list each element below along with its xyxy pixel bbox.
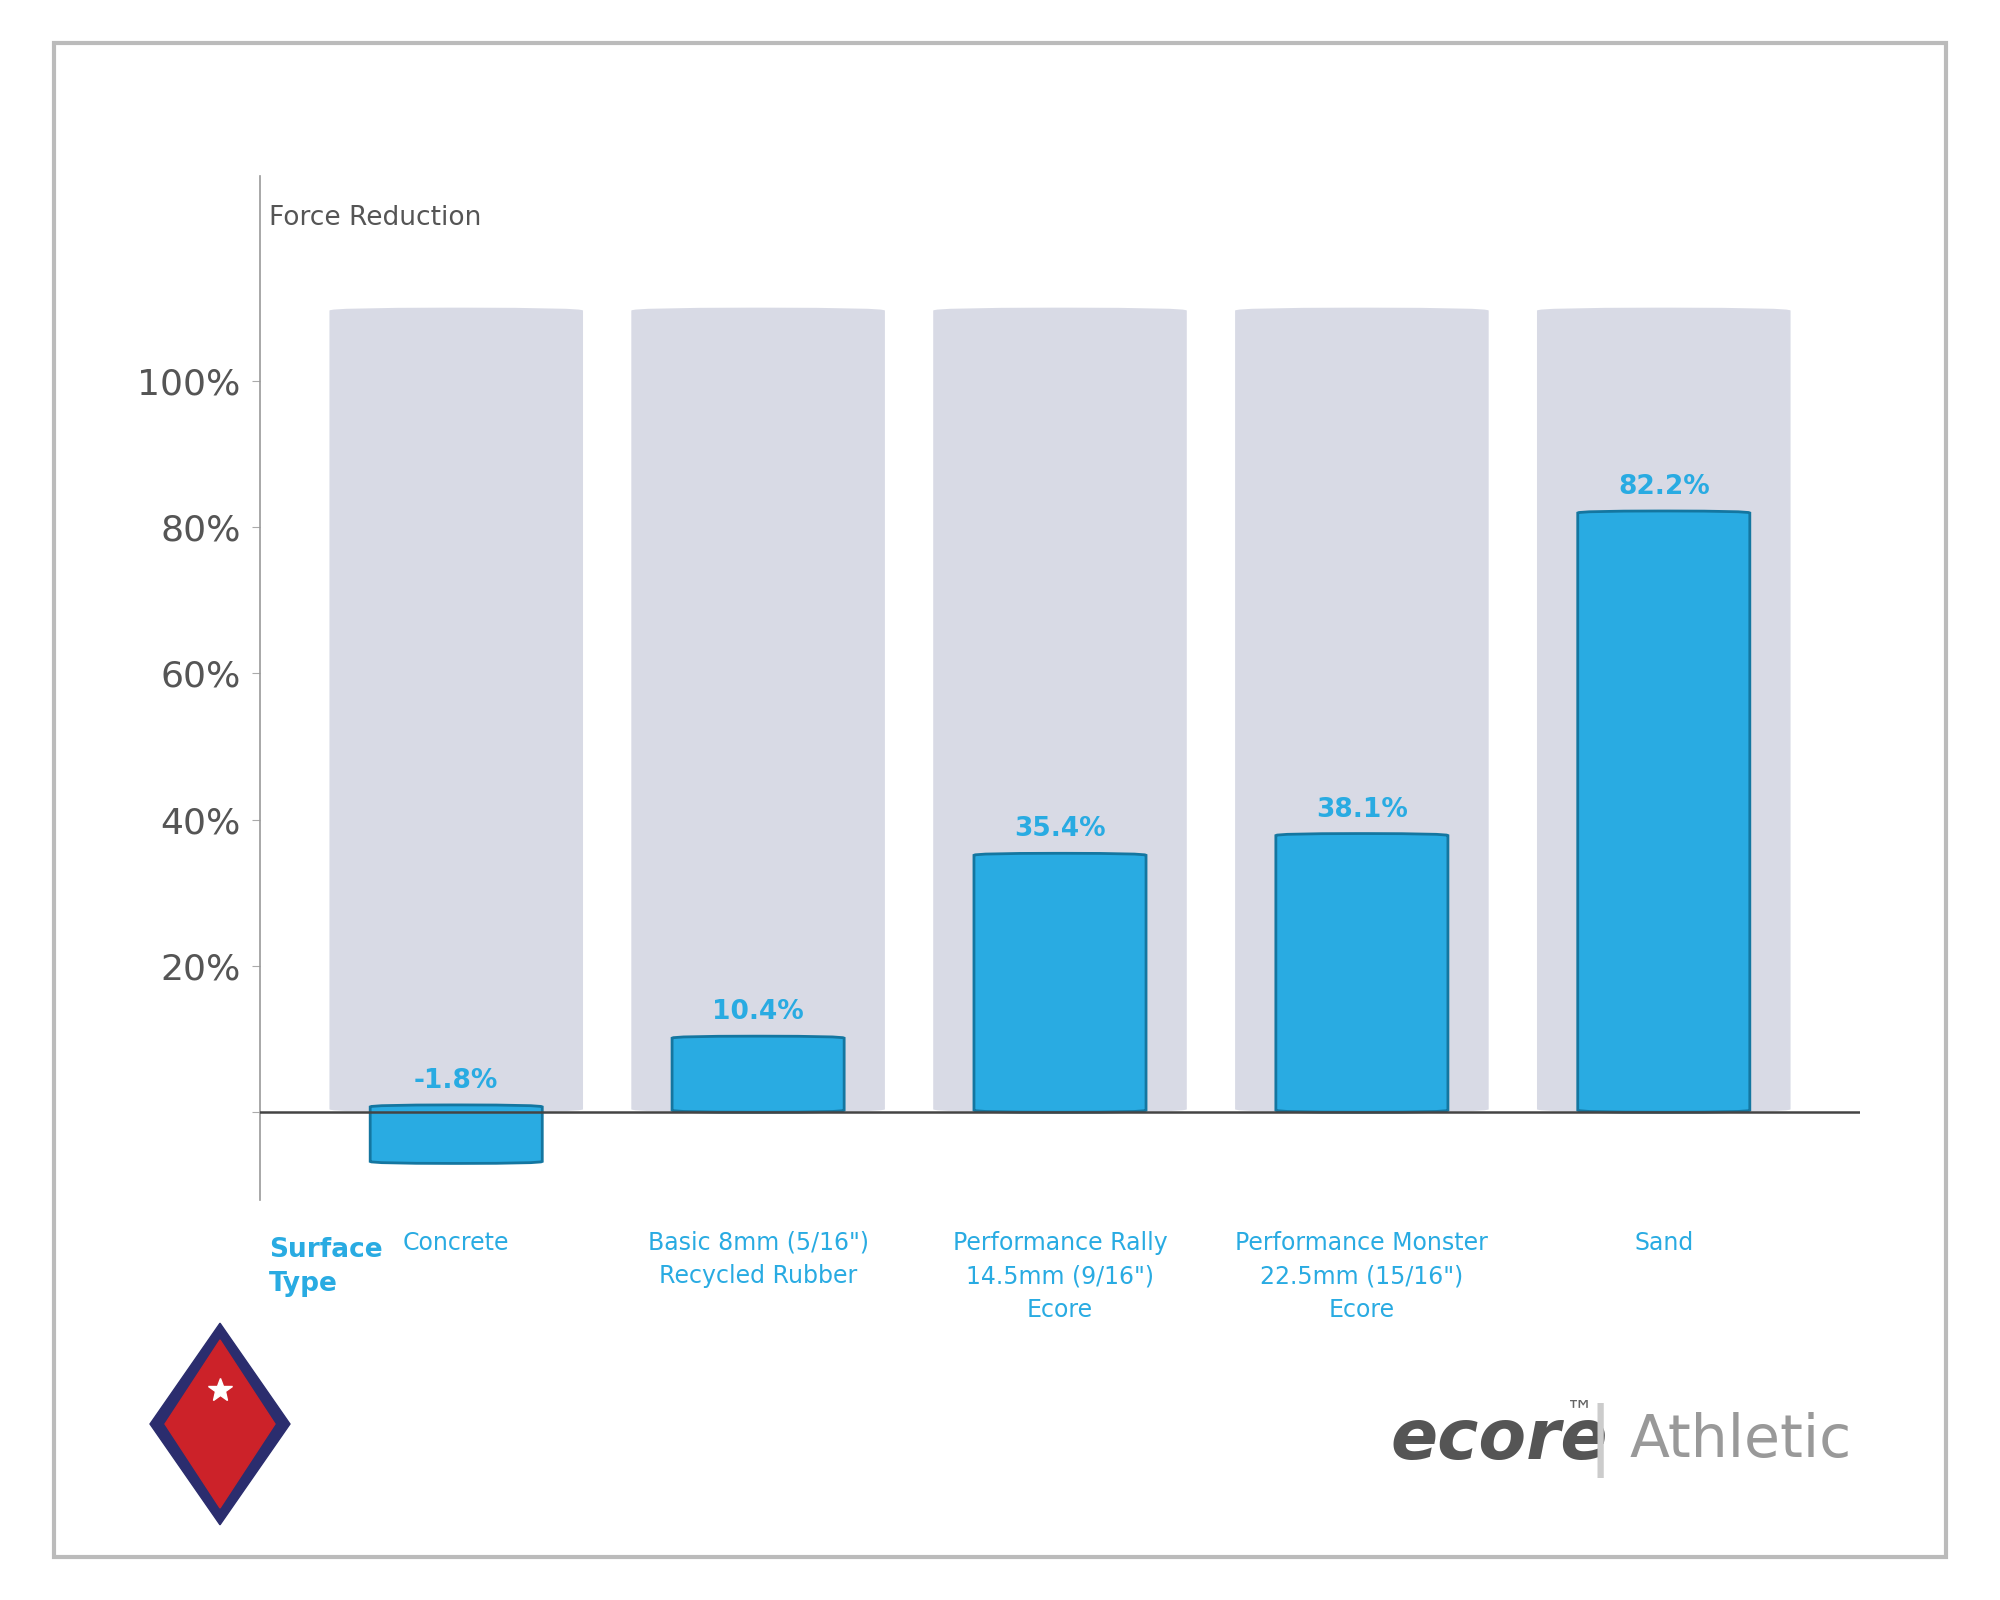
Text: 10.4%: 10.4% bbox=[712, 998, 804, 1026]
FancyBboxPatch shape bbox=[1578, 510, 1750, 1112]
Text: -1.8%: -1.8% bbox=[414, 1067, 498, 1094]
Text: ecore: ecore bbox=[1390, 1406, 1608, 1474]
Text: Athletic: Athletic bbox=[1630, 1411, 1852, 1469]
Polygon shape bbox=[164, 1339, 276, 1507]
FancyBboxPatch shape bbox=[974, 853, 1146, 1112]
Text: 82.2%: 82.2% bbox=[1618, 474, 1710, 501]
Text: 35.4%: 35.4% bbox=[1014, 816, 1106, 842]
FancyBboxPatch shape bbox=[672, 1037, 844, 1112]
FancyBboxPatch shape bbox=[330, 307, 584, 1112]
Text: Surface
Type: Surface Type bbox=[270, 1237, 382, 1296]
FancyBboxPatch shape bbox=[370, 1106, 542, 1163]
FancyBboxPatch shape bbox=[1536, 307, 1790, 1112]
FancyBboxPatch shape bbox=[934, 307, 1186, 1112]
Polygon shape bbox=[150, 1323, 290, 1525]
Text: Force Reduction: Force Reduction bbox=[270, 205, 482, 232]
Text: 38.1%: 38.1% bbox=[1316, 797, 1408, 822]
Text: |: | bbox=[1588, 1403, 1612, 1477]
FancyBboxPatch shape bbox=[1236, 307, 1488, 1112]
Text: ™: ™ bbox=[1566, 1397, 1594, 1426]
FancyBboxPatch shape bbox=[1276, 834, 1448, 1112]
FancyBboxPatch shape bbox=[632, 307, 884, 1112]
